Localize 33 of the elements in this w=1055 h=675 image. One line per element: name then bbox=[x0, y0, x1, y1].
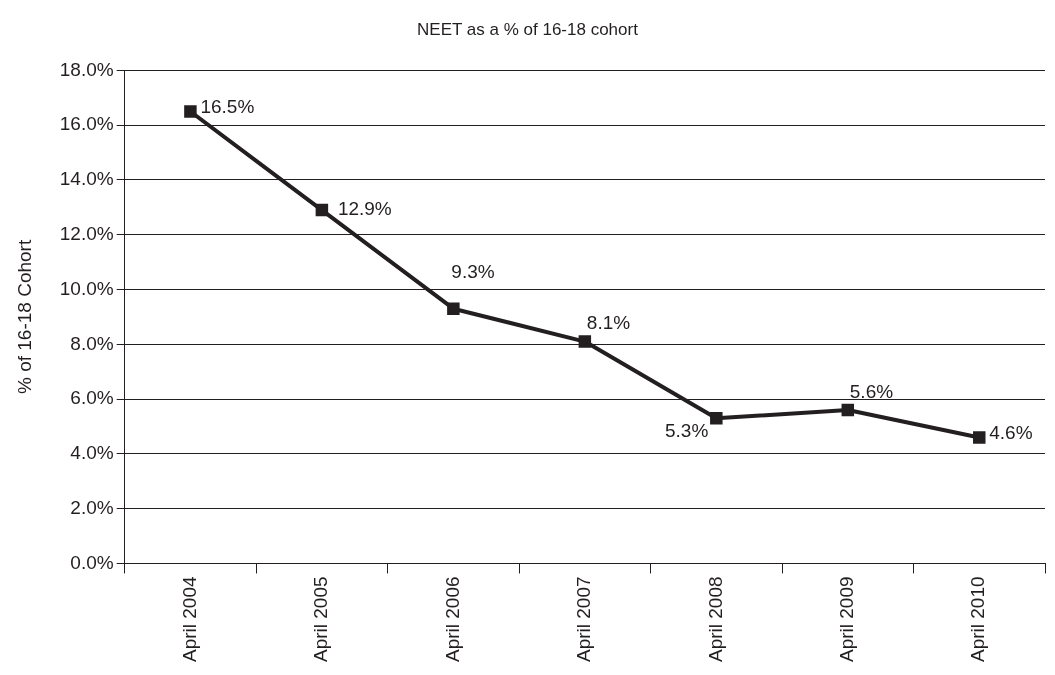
x-tick-label: April 2006 bbox=[441, 576, 463, 663]
point bbox=[973, 431, 986, 444]
y-tick-label: 18.0% bbox=[59, 58, 114, 80]
data-label: 9.3% bbox=[451, 261, 495, 283]
x-tick-label: April 2009 bbox=[836, 576, 858, 663]
y-tick-label: 12.0% bbox=[59, 222, 114, 244]
data-label: 12.9% bbox=[337, 198, 392, 220]
y-tick-label: 8.0% bbox=[70, 332, 114, 354]
x-tick-label: April 2008 bbox=[704, 576, 726, 663]
point bbox=[578, 335, 592, 348]
y-tick-label: 6.0% bbox=[70, 387, 114, 409]
point bbox=[447, 302, 460, 315]
y-tick-label: 16.0% bbox=[59, 113, 114, 135]
point bbox=[710, 412, 723, 425]
x-tick-label: April 2004 bbox=[178, 576, 200, 663]
y-axis-title: % of 16-18 Cohort bbox=[13, 239, 35, 395]
x-tick-label: April 2007 bbox=[573, 576, 595, 663]
point bbox=[841, 403, 855, 417]
y-tick-label: 2.0% bbox=[70, 496, 114, 518]
y-tick-label: 0.0% bbox=[70, 551, 114, 573]
x-tick-label: April 2010 bbox=[967, 576, 989, 663]
data-label: 4.6% bbox=[989, 421, 1033, 443]
data-label: 5.3% bbox=[665, 420, 709, 441]
data-label: 8.1% bbox=[586, 312, 631, 334]
y-tick-label: 14.0% bbox=[59, 168, 114, 190]
x-tick-label: April 2005 bbox=[310, 576, 332, 663]
y-tick-label: 4.0% bbox=[70, 442, 114, 464]
point bbox=[315, 203, 329, 217]
data-label: 16.5% bbox=[200, 95, 255, 117]
y-tick-label: 10.0% bbox=[59, 277, 114, 299]
chart-title: NEET as a % of 16-18 cohort bbox=[417, 19, 639, 39]
data-label: 5.6% bbox=[849, 380, 894, 402]
point bbox=[184, 105, 197, 118]
